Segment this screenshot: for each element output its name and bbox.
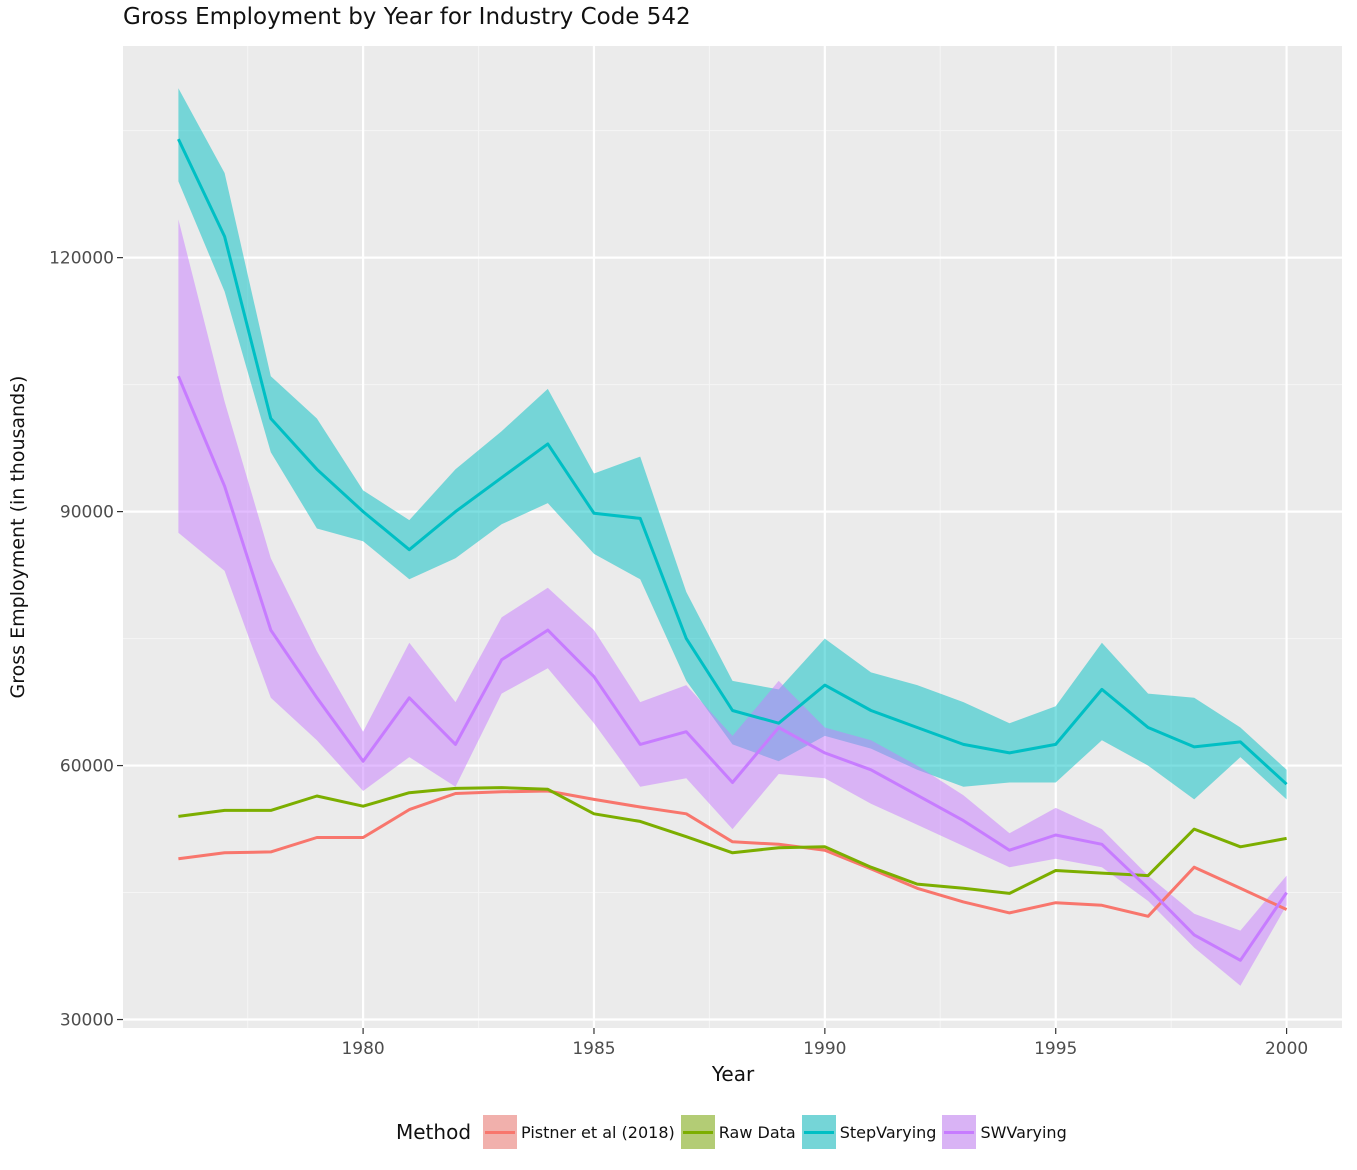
legend-key-swvarying xyxy=(942,1115,977,1149)
legend-item-stepvarying: StepVarying xyxy=(801,1115,937,1149)
legend-title: Method xyxy=(396,1120,472,1144)
series-lines xyxy=(177,138,1288,962)
plot-panel xyxy=(123,46,1342,1028)
legend-key-stepvarying xyxy=(801,1115,836,1149)
legend-label-swvarying: SWVarying xyxy=(980,1122,1067,1142)
y-tick-label: 30000 xyxy=(60,1011,114,1031)
series-line-3 xyxy=(177,375,1288,962)
y-tick-label: 90000 xyxy=(60,503,114,523)
legend-item-pistner: Pistner et al (2018) xyxy=(483,1115,675,1149)
x-tick-label: 1980 xyxy=(341,1039,384,1059)
confidence-bands xyxy=(178,88,1287,986)
legend-label-raw-data: Raw Data xyxy=(718,1122,796,1142)
x-axis-title: Year xyxy=(711,1062,755,1086)
legend-item-swvarying: SWVarying xyxy=(942,1115,1067,1149)
y-axis-title: Gross Employment (in thousands) xyxy=(7,375,29,699)
band-2 xyxy=(178,88,1287,800)
legend-key-raw-data xyxy=(680,1115,715,1149)
y-tick-label: 60000 xyxy=(60,757,114,777)
x-tick-label: 2000 xyxy=(1265,1039,1308,1059)
legend-key-pistner xyxy=(483,1115,518,1149)
chart-title: Gross Employment by Year for Industry Co… xyxy=(123,4,691,30)
x-axis-ticks: 1980 1985 1990 1995 2000 xyxy=(341,1028,1308,1059)
series-line-2 xyxy=(177,138,1288,786)
x-tick-label: 1995 xyxy=(1034,1039,1077,1059)
band-3 xyxy=(178,219,1287,986)
legend-item-raw-data: Raw Data xyxy=(680,1115,796,1149)
series-line-0 xyxy=(178,789,1288,918)
y-axis-ticks: 30000 60000 90000 120000 xyxy=(49,249,123,1031)
legend-label-stepvarying: StepVarying xyxy=(839,1122,937,1142)
x-tick-label: 1985 xyxy=(572,1039,615,1059)
x-tick-label: 1990 xyxy=(803,1039,846,1059)
y-tick-label: 120000 xyxy=(49,249,114,269)
series-line-1 xyxy=(178,786,1287,895)
legend-label-pistner: Pistner et al (2018) xyxy=(521,1122,675,1142)
legend: Method Pistner et al (2018) Raw Data Ste… xyxy=(396,1114,1073,1150)
